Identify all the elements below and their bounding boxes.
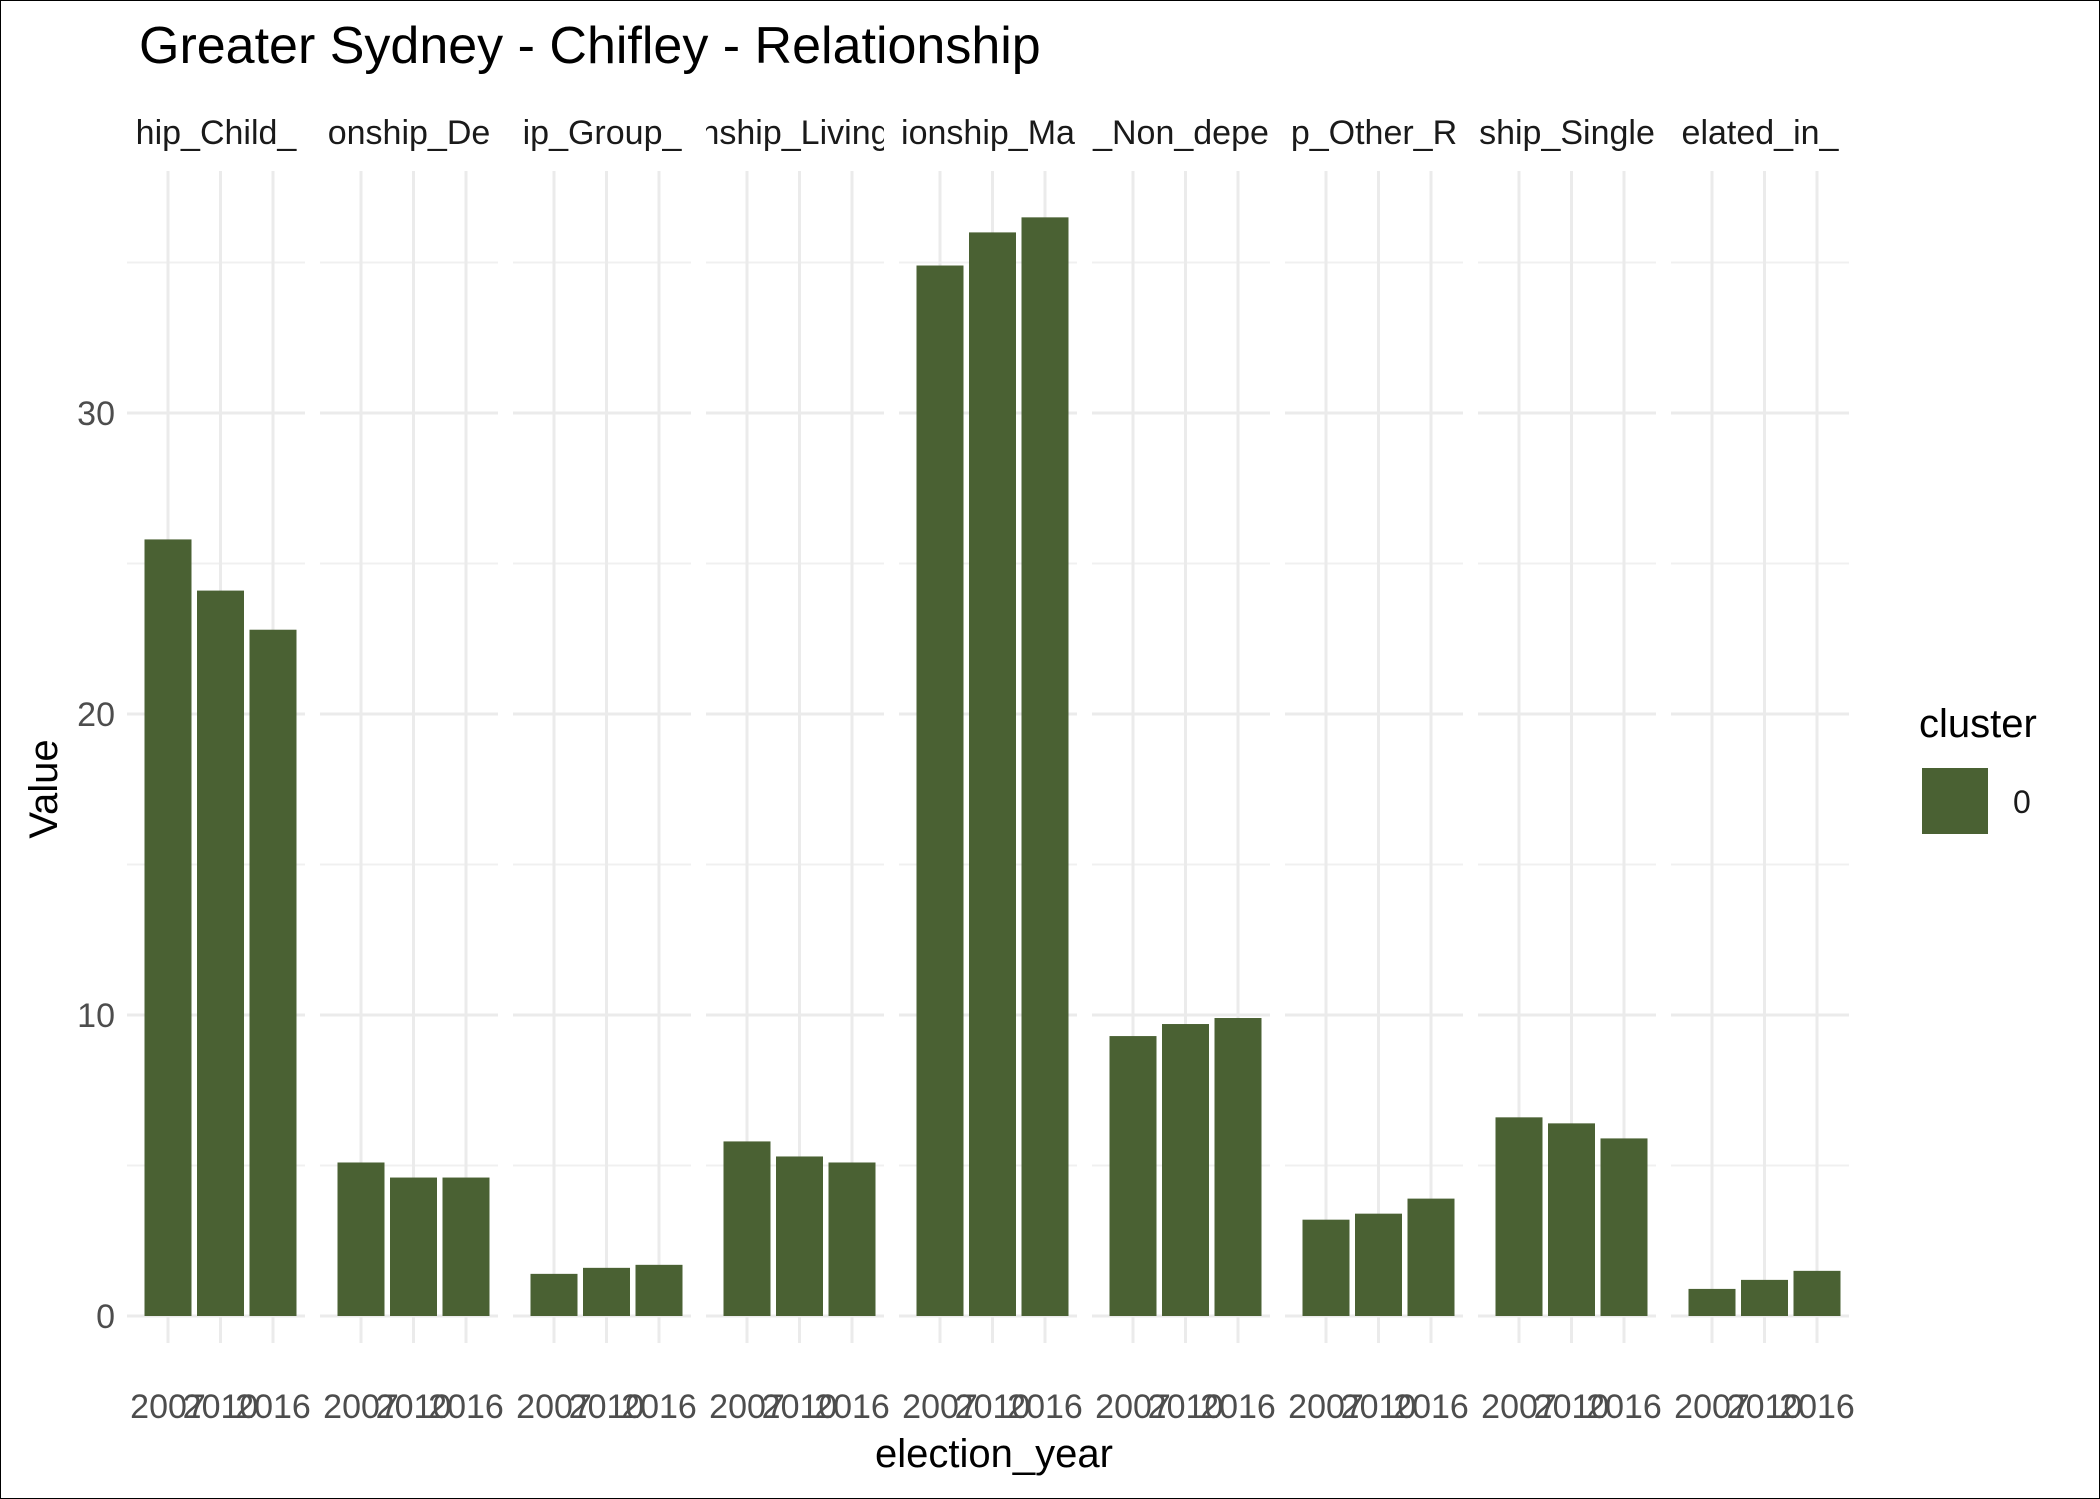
x-axis-title: election_year [875, 1432, 1113, 1476]
x-tick-label: 2010 [376, 1388, 452, 1426]
legend: cluster 0 [1919, 702, 2037, 834]
facet-strip-label: onship_De [328, 114, 491, 152]
bar [1688, 1288, 1736, 1316]
x-tick-label: 2007 [130, 1388, 206, 1426]
chart-title: Greater Sydney - Chifley - Relationship [139, 17, 1041, 75]
bar [1302, 1219, 1350, 1316]
x-tick-label: 2007 [516, 1388, 592, 1426]
bar [442, 1177, 490, 1316]
facet-strip-label: nship_Living [700, 114, 889, 152]
facet-strip-label: p_Other_R [1291, 114, 1457, 152]
x-tick-label: 2007 [1481, 1388, 1557, 1426]
bar [635, 1264, 683, 1316]
y-tick-label: 0 [96, 1298, 115, 1336]
bar [916, 265, 964, 1316]
x-tick-label: 2007 [902, 1388, 978, 1426]
y-axis-title: Value [22, 739, 66, 838]
facet-strip-label: ionship_Ma [901, 114, 1075, 152]
x-tick-label: 2007 [1288, 1388, 1364, 1426]
bar [1495, 1117, 1543, 1316]
x-tick-label: 2016 [235, 1388, 311, 1426]
facet-strip-label: hip_Child_ [136, 114, 298, 152]
x-tick-label: 2016 [1007, 1388, 1083, 1426]
bar [1600, 1138, 1648, 1316]
x-tick-label: 2010 [1727, 1388, 1803, 1426]
bar [1407, 1198, 1455, 1316]
facet-strip-label: ip_Group_ [523, 114, 683, 152]
bar [1548, 1123, 1595, 1316]
bar [969, 232, 1016, 1316]
x-tick-label: 2016 [1200, 1388, 1276, 1426]
bar [776, 1156, 823, 1316]
y-tick-label: 20 [77, 696, 115, 734]
bar [249, 629, 297, 1316]
bar [828, 1162, 876, 1316]
legend-title: cluster [1919, 702, 2037, 746]
y-tick-label: 30 [77, 395, 115, 433]
x-tick-label: 2016 [814, 1388, 890, 1426]
x-tick-label: 2016 [1779, 1388, 1855, 1426]
x-tick-label: 2010 [183, 1388, 259, 1426]
x-tick-label: 2007 [709, 1388, 785, 1426]
bar [1214, 1018, 1262, 1316]
x-tick-label: 2007 [1095, 1388, 1171, 1426]
bar [1741, 1279, 1788, 1316]
x-tick-label: 2007 [323, 1388, 399, 1426]
bar [390, 1177, 437, 1316]
bar [197, 590, 244, 1316]
legend-label: 0 [2013, 784, 2031, 820]
bar [1021, 217, 1069, 1317]
facet-strip-label: ship_Single [1479, 114, 1655, 152]
x-tick-label: 2007 [1674, 1388, 1750, 1426]
bar [1109, 1036, 1157, 1316]
bar [530, 1273, 578, 1316]
facet-panels: 0102030200720102016hip_Child_20072010201… [77, 114, 1855, 1426]
x-tick-label: 2010 [955, 1388, 1031, 1426]
x-tick-label: 2010 [1534, 1388, 1610, 1426]
x-tick-label: 2016 [1586, 1388, 1662, 1426]
bar [337, 1162, 385, 1316]
bar [723, 1141, 771, 1316]
x-tick-label: 2016 [1393, 1388, 1469, 1426]
x-tick-label: 2016 [428, 1388, 504, 1426]
bar [1162, 1024, 1209, 1316]
bar [583, 1267, 630, 1316]
x-tick-label: 2010 [1341, 1388, 1417, 1426]
bar [144, 539, 192, 1316]
x-tick-label: 2016 [621, 1388, 697, 1426]
legend-key [1922, 768, 1988, 834]
facet-strip-label: elated_in_ [1682, 114, 1840, 152]
bar [1793, 1270, 1841, 1316]
y-tick-label: 10 [77, 997, 115, 1035]
facet-strip-label: _Non_depe [1092, 114, 1269, 152]
x-tick-label: 2010 [1148, 1388, 1224, 1426]
x-tick-label: 2010 [569, 1388, 645, 1426]
x-tick-label: 2010 [762, 1388, 838, 1426]
bar [1355, 1213, 1402, 1316]
